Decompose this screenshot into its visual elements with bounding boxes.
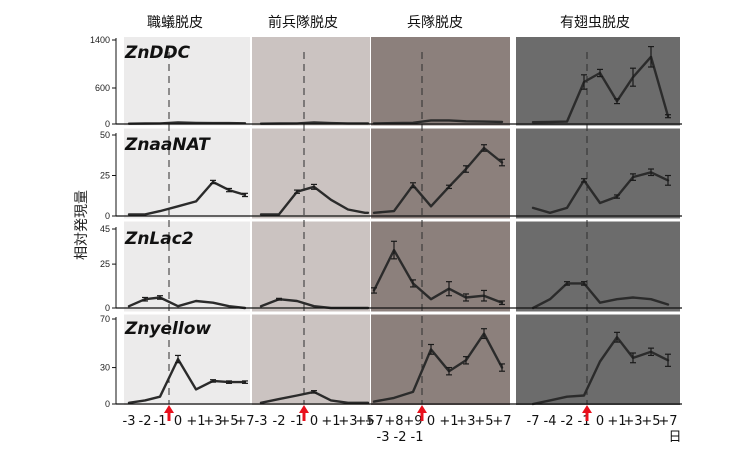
x-tick-label: 0 — [174, 414, 182, 429]
x-tick-label: +1 — [321, 414, 340, 429]
y-tick-label: 25 — [100, 259, 110, 269]
molt-arrow-icon — [582, 405, 592, 421]
molt-arrow-icon — [417, 405, 427, 421]
x-tick-label: +3 — [338, 414, 357, 429]
gene-label-znlac2: ZnLac2 — [124, 229, 194, 249]
series-line — [259, 390, 370, 404]
x-tick-label: -1 — [154, 414, 167, 429]
y-tick-label: 25 — [100, 171, 110, 181]
row-dividers — [116, 125, 682, 315]
x-tick-label: +5 — [355, 414, 374, 429]
x-tick-label: -1 — [411, 430, 424, 445]
y-axis-label: 相対発現量 — [74, 190, 90, 260]
series-line — [127, 357, 247, 404]
x-tick-label: -2 — [139, 414, 152, 429]
y-tick-label: 0 — [105, 211, 110, 221]
x-tick-label: +7 — [658, 414, 677, 429]
y-tick-label: 50 — [100, 130, 110, 140]
gene-label-znyellow: Znyellow — [124, 319, 211, 339]
stage-header-alate-molt: 有翅虫脱皮 — [560, 15, 630, 31]
x-tick-label: +5 — [219, 414, 238, 429]
x-tick-label: +7 — [235, 414, 254, 429]
y-tick-label: 0 — [105, 119, 110, 129]
x-tick-label: -1 — [291, 414, 304, 429]
series-line — [372, 119, 504, 125]
x-tick-label: +3 — [203, 414, 222, 429]
x-tick-label: -2 — [273, 414, 286, 429]
series-line — [531, 282, 670, 310]
x-tick-label: 0 — [310, 414, 318, 429]
molt-arrows — [164, 405, 592, 421]
x-tick-label: +7 — [492, 414, 511, 429]
y-tick-label: 600 — [95, 83, 110, 93]
molt-arrow-icon — [299, 405, 309, 421]
x-tick-label: 0 — [427, 414, 435, 429]
x-tick-label: +5 — [641, 414, 660, 429]
x-tick-label: -7 — [527, 414, 540, 429]
stage-header-soldier-molt: 兵隊脱皮 — [407, 15, 463, 31]
x-tick-label: +7 — [364, 414, 383, 429]
x-tick-label: +1 — [607, 414, 626, 429]
y-tick-label: 70 — [100, 314, 110, 324]
x-tick-label: 0 — [596, 414, 604, 429]
gene-label-zndcc: ZnDDC — [124, 43, 191, 63]
series-line — [127, 296, 247, 310]
x-tick-label: +3 — [456, 414, 475, 429]
series-line — [531, 336, 670, 406]
series-line — [259, 185, 370, 216]
x-tick-label: -4 — [544, 414, 557, 429]
x-tick-label: +9 — [403, 414, 422, 429]
x-tick-label: +3 — [623, 414, 642, 429]
series-line — [372, 248, 504, 304]
y-tick-label: 45 — [100, 224, 110, 234]
x-tick-label: -2 — [561, 414, 574, 429]
x-tick-label: +8 — [384, 414, 403, 429]
y-tick-label: 0 — [105, 303, 110, 313]
x-tick-label: -2 — [394, 430, 407, 445]
x-tick-label: -3 — [123, 414, 136, 429]
x-tick-label: -3 — [255, 414, 268, 429]
molt-day-dashed-lines — [168, 52, 588, 404]
x-unit-label: 日 — [668, 430, 681, 445]
stage-header-worker-molt: 職蟻脱皮 — [147, 14, 203, 31]
x-tick-label: +5 — [474, 414, 493, 429]
x-axis-labels: -3 -2 -1 0 +1+3+5+7 -3 -2 -1 0 +1+3+5+7 +8 +9 0 +1+3+… — [123, 414, 678, 445]
x-tick-label: -3 — [377, 430, 390, 445]
series-line — [531, 171, 670, 214]
molt-arrow-icon — [164, 405, 174, 421]
y-tick-label: 30 — [100, 363, 110, 373]
y-tick-label: 0 — [105, 399, 110, 409]
gene-label-znaanat: ZnaaNAT — [124, 135, 211, 155]
stage-header-presoldier-molt: 前兵隊脱皮 — [268, 14, 338, 31]
x-tick-label: +1 — [186, 414, 205, 429]
y-tick-label: 1400 — [90, 35, 110, 45]
x-tick-label: -1 — [578, 414, 591, 429]
x-tick-label: +1 — [439, 414, 458, 429]
